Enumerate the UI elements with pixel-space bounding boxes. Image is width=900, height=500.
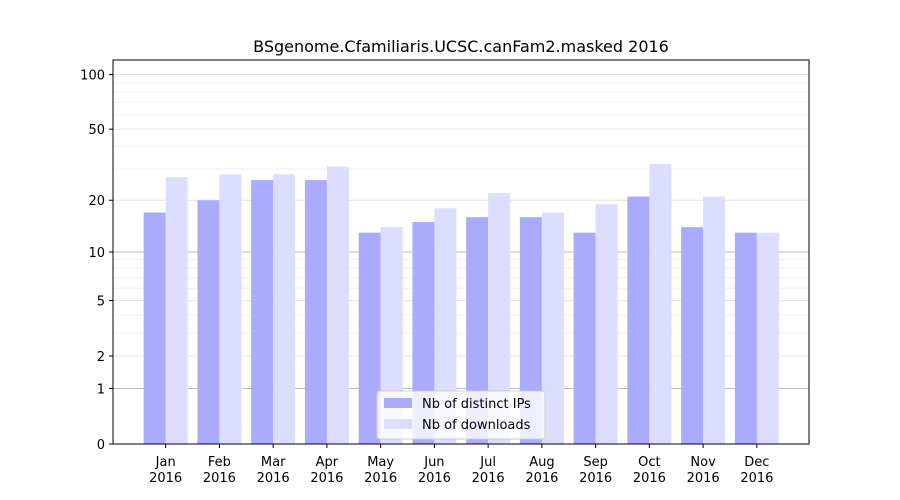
x-tick-label-year: 2016 [687, 471, 720, 486]
y-tick-label: 5 [97, 295, 105, 310]
x-tick-label-month: Mar [261, 455, 286, 470]
bar-downloads [649, 164, 672, 444]
y-tick-label: 20 [88, 194, 105, 209]
legend: Nb of distinct IPs Nb of downloads [376, 390, 546, 440]
y-tick-label: 0 [97, 438, 105, 453]
bar-downloads [756, 232, 779, 444]
x-tick-label-year: 2016 [364, 471, 397, 486]
x-tick-label-year: 2016 [633, 471, 666, 486]
bar-downloads [541, 212, 564, 444]
legend-swatch-downloads [384, 419, 412, 429]
x-tick-label-year: 2016 [257, 471, 290, 486]
x-tick-label-month: Oct [638, 455, 660, 470]
bar-distinct-ips [251, 180, 274, 444]
x-tick-label-month: Dec [744, 455, 769, 470]
x-tick-label-month: Nov [690, 455, 716, 470]
bar-distinct-ips [627, 196, 650, 444]
x-tick-label-year: 2016 [310, 471, 343, 486]
legend-label-distinct-ips: Nb of distinct IPs [422, 397, 531, 412]
bar-downloads [703, 196, 726, 444]
x-tick-label-year: 2016 [418, 471, 451, 486]
bar-downloads [595, 204, 618, 444]
x-tick-label-year: 2016 [740, 471, 773, 486]
x-tick-label-month: Aug [529, 455, 554, 470]
bar-distinct-ips [412, 221, 435, 444]
x-tick-label-month: Apr [316, 455, 339, 470]
bar-distinct-ips [358, 232, 381, 444]
chart-title: BSgenome.Cfamiliaris.UCSC.canFam2.masked… [253, 37, 669, 56]
bar-distinct-ips [734, 232, 757, 444]
legend-frame [376, 390, 546, 440]
plot-frame [112, 59, 810, 445]
x-tick-label-month: Sep [583, 455, 608, 470]
bar-distinct-ips [304, 180, 327, 444]
x-tick-label-month: Jul [479, 455, 496, 470]
bar-distinct-ips [197, 200, 220, 444]
bar-distinct-ips [519, 217, 542, 444]
x-tick-label-month: Feb [208, 455, 231, 470]
y-tick-label: 50 [88, 123, 105, 138]
x-tick-label-month: Jun [423, 455, 444, 470]
bar-downloads [165, 177, 188, 445]
x-tick-label-year: 2016 [525, 471, 558, 486]
axis-layer: Jan2016Feb2016Mar2016Apr2016May2016Jun20… [80, 59, 810, 486]
bar-downloads [434, 208, 457, 444]
bar-downloads [380, 227, 403, 444]
y-tick-label: 100 [80, 68, 105, 83]
bar-distinct-ips [466, 217, 489, 444]
bar-downloads [219, 174, 242, 444]
bar-distinct-ips [143, 212, 166, 444]
bar-downloads [326, 166, 349, 444]
bar-distinct-ips [573, 232, 596, 444]
x-tick-label-year: 2016 [149, 471, 182, 486]
x-tick-label-year: 2016 [203, 471, 236, 486]
y-tick-label: 2 [97, 350, 105, 365]
x-tick-label-month: May [367, 455, 394, 470]
bar-downloads [488, 192, 511, 444]
bar-distinct-ips [681, 227, 704, 444]
y-tick-label: 1 [97, 382, 105, 397]
x-tick-label-month: Jan [155, 455, 176, 470]
bar-downloads [273, 174, 296, 444]
legend-swatch-distinct-ips [384, 398, 412, 408]
y-tick-label: 10 [88, 246, 105, 261]
bars-layer [143, 164, 779, 445]
x-tick-label-year: 2016 [579, 471, 612, 486]
legend-label-downloads: Nb of downloads [422, 418, 531, 433]
x-tick-label-year: 2016 [472, 471, 505, 486]
